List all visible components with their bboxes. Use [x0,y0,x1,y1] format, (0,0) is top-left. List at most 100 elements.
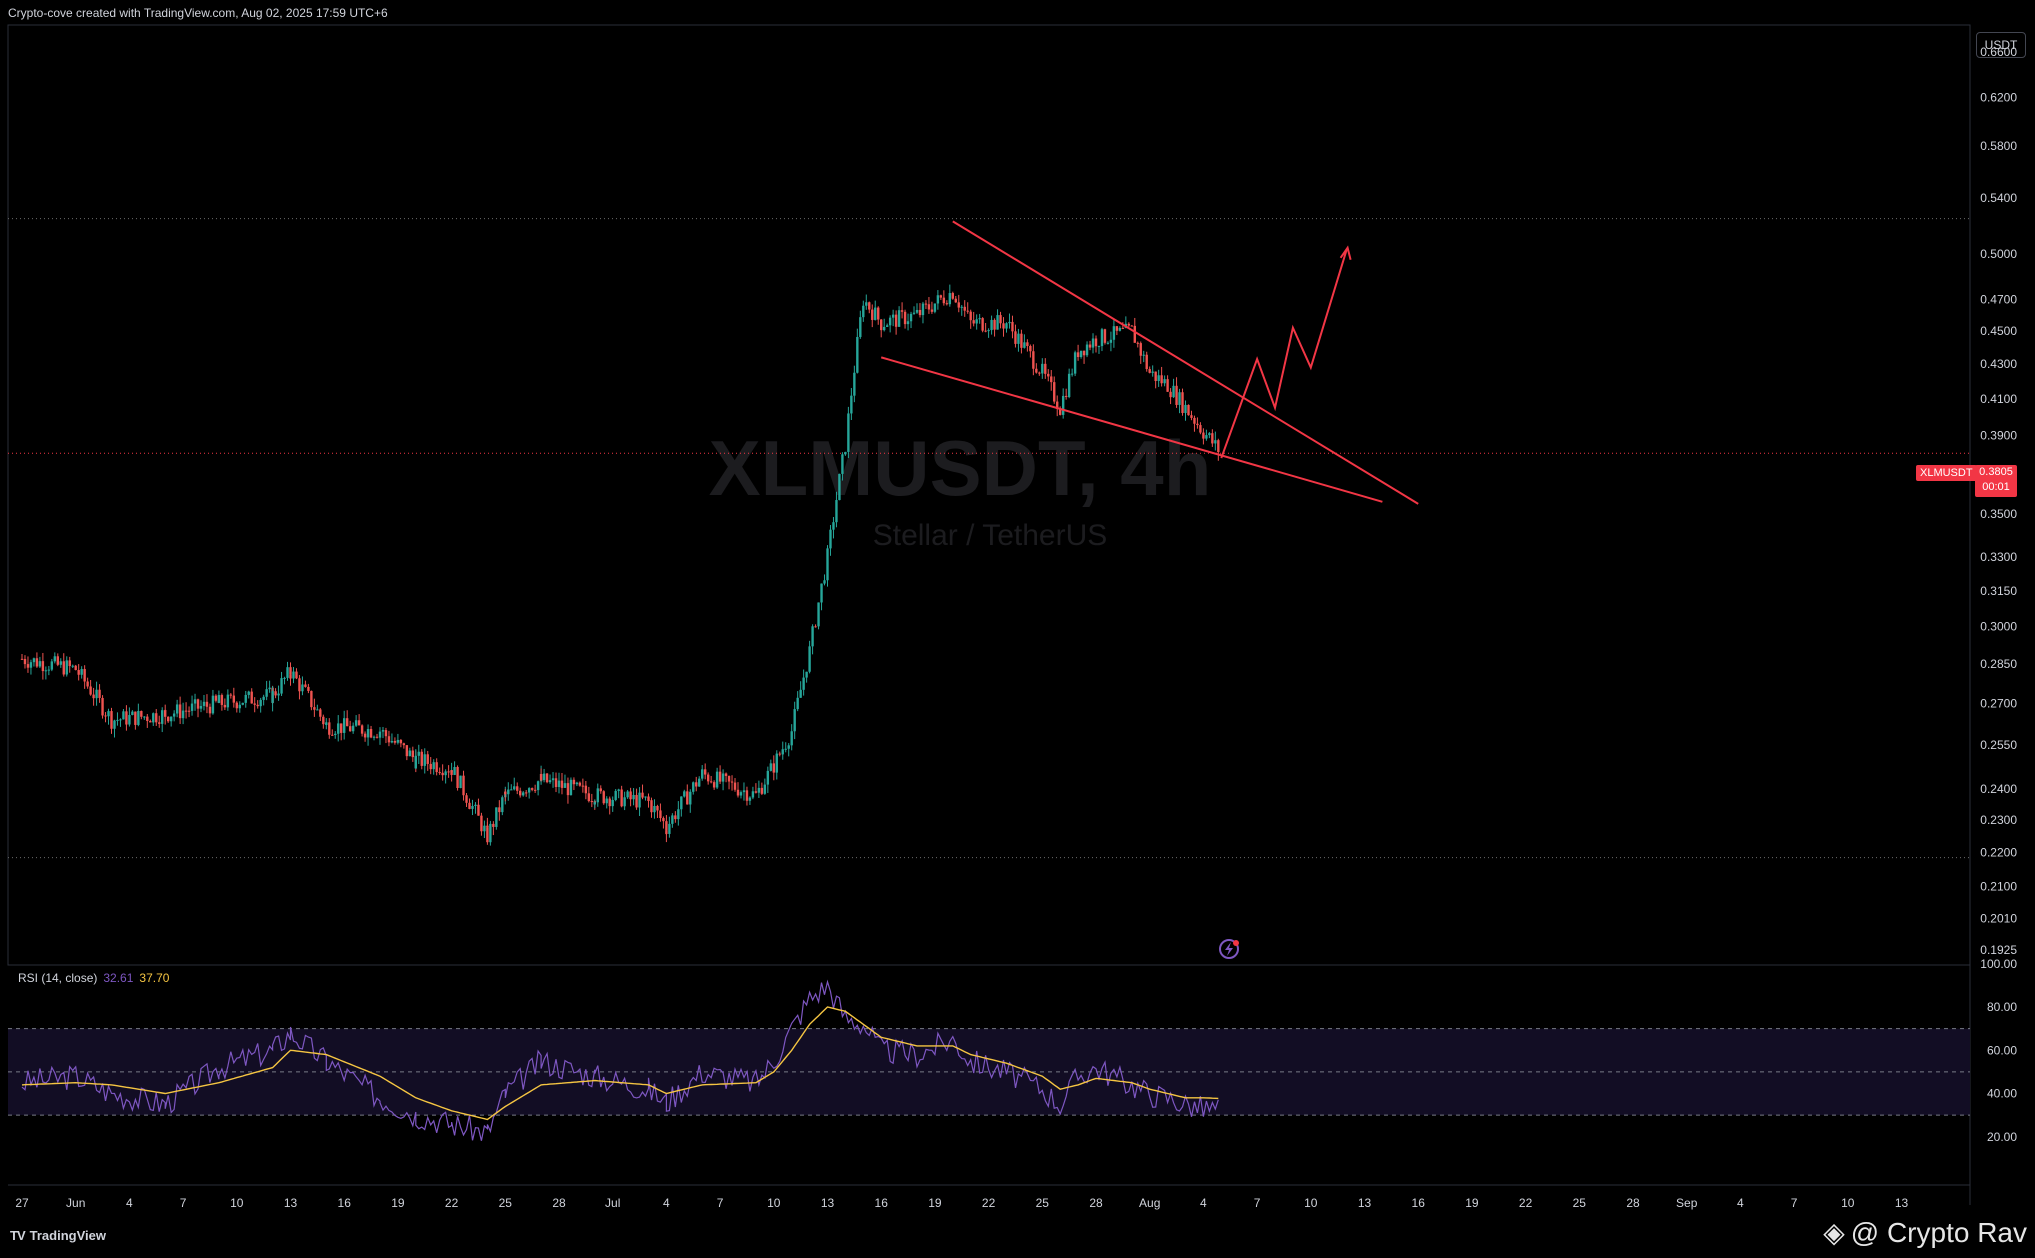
wedge-upper-line [952,220,1419,505]
candle-body [530,788,534,790]
candle-body [990,319,993,331]
candle-body [659,810,662,819]
candle-body [906,321,910,325]
candle-body [918,309,922,316]
candle-body [387,736,391,743]
candle-body [83,669,86,682]
time-axis: 27 Jun 4 7 10 13 16 19 22 25 28 Jul 4 7 10 13 16 19 22 25 28… [15,1196,1908,1210]
candle-body [635,794,638,808]
time-tick-label: 25 [499,1196,513,1210]
candle-body [351,725,355,732]
candle-body [89,686,92,695]
tradingview-logo[interactable]: TV TradingView [10,1228,106,1243]
candle-body [1112,326,1116,340]
candle-body [662,818,665,822]
candle-body [343,718,346,733]
candle-body [1115,326,1119,331]
candle-body [590,801,594,803]
candle-body [1175,385,1178,405]
time-tick-label: 7 [717,1196,724,1210]
candle-body [1017,333,1020,344]
candle-body [718,771,722,782]
price-tick-label: 0.6600 [1980,45,2017,59]
candle-body [316,709,319,711]
candle-body [715,771,719,788]
candle-body [1157,375,1160,381]
candle-body [602,791,605,804]
candle-body [984,330,987,332]
candle-body [683,791,686,797]
price-tick-label: 0.4500 [1980,324,2017,338]
candle-body [205,701,209,707]
candle-body [268,687,271,690]
candle-body [244,694,247,703]
candle-body [169,716,173,722]
candle-body [271,691,274,703]
candle-body [557,780,561,787]
time-tick-label: 7 [1254,1196,1261,1210]
candle-body [340,723,343,733]
candle-body [175,704,179,714]
candle-body [253,703,256,705]
candle-body [238,704,241,709]
last-price-value: 0.3805 [1979,466,2013,478]
candle-body [465,795,468,803]
candle-body [366,729,370,738]
rsi-legend[interactable]: RSI (14, close) 32.61 37.70 [18,971,169,985]
candle-body [259,699,262,707]
candle-body [1148,369,1151,373]
candle-body [933,303,937,312]
time-tick-label: Aug [1139,1196,1160,1210]
price-tick-label: 0.3300 [1980,550,2017,564]
candle-body [193,699,197,704]
candle-body [596,788,599,803]
candle-body [796,697,799,710]
candle-body [692,782,695,792]
candle-body [581,785,585,787]
candle-body [226,694,230,708]
candle-body [1014,331,1017,344]
candle-body [802,677,805,690]
flash-icon[interactable] [1219,939,1239,959]
currency-button[interactable]: USDT [1976,32,2026,58]
projected-arrowhead [1339,245,1352,261]
candle-body [86,681,89,687]
candle-body [1076,352,1080,358]
candle-body [328,722,331,735]
candle-body [331,734,334,736]
candle-body [510,789,513,791]
candle-body [793,709,796,732]
candle-body [680,796,683,810]
candle-body [265,689,268,697]
candle-body [420,751,423,766]
price-tick-label: 0.3150 [1980,584,2017,598]
candle-body [172,713,176,717]
candle-body [187,710,191,712]
candle-body [972,320,975,324]
candle-body [733,782,737,790]
candle-body [56,656,59,665]
candle-body [703,769,707,775]
candle-body [632,794,635,800]
time-tick-label: 4 [126,1196,133,1210]
candle-body [891,314,895,318]
candle-body [462,775,465,796]
candle-body [29,662,33,668]
candle-body [426,754,429,764]
candle-body [524,792,528,794]
candle-body [155,713,158,723]
candle-body [730,781,734,783]
candle-body [286,667,289,678]
candle-body [695,782,698,787]
candle-body [357,720,361,726]
candle-body [936,295,940,304]
candle-body [724,773,728,776]
candle-body [325,722,328,725]
candle-body [396,739,400,743]
candle-body [903,311,907,325]
time-tick-label: 25 [1573,1196,1587,1210]
candle-body [677,809,680,820]
candle-body [459,775,462,789]
